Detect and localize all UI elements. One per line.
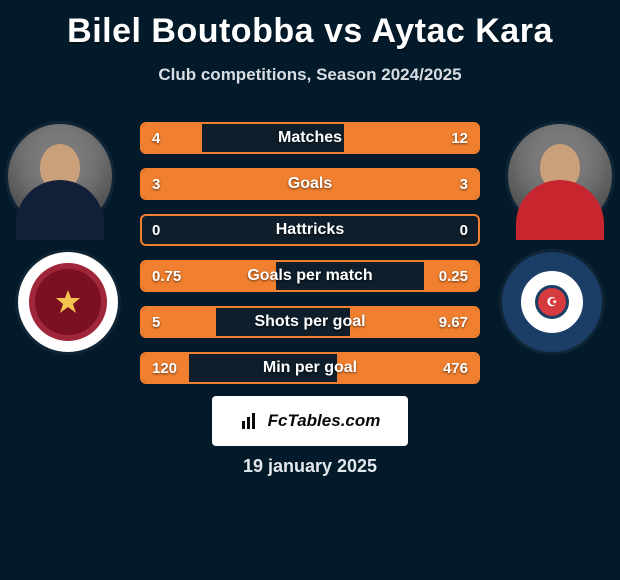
date-label: 19 january 2025: [0, 456, 620, 477]
stat-row: 5Shots per goal9.67: [140, 306, 480, 338]
page-title: Bilel Boutobba vs Aytac Kara: [0, 0, 620, 51]
stat-row: 120Min per goal476: [140, 352, 480, 384]
avatar-body: [516, 180, 604, 240]
stat-right-value: 12: [451, 130, 468, 147]
crest-inner: Kasimpasa ☪: [513, 263, 591, 341]
crest-inner: Hatayspor: [29, 263, 107, 341]
stat-right-value: 0.25: [439, 268, 468, 285]
stat-right-value: 3: [460, 176, 468, 193]
stat-label: Min per goal: [142, 359, 478, 377]
stat-row: 3Goals3: [140, 168, 480, 200]
stat-label: Matches: [142, 129, 478, 147]
stat-label: Shots per goal: [142, 313, 478, 331]
crest-icon: [53, 287, 83, 317]
club-left-crest: Hatayspor: [18, 252, 118, 352]
subtitle: Club competitions, Season 2024/2025: [0, 65, 620, 85]
crest-icon: ☪: [535, 285, 569, 319]
stat-right-value: 476: [443, 360, 468, 377]
stat-label: Goals per match: [142, 267, 478, 285]
stat-label: Hattricks: [142, 221, 478, 239]
player-right-avatar: [508, 124, 612, 228]
stat-row: 0Hattricks0: [140, 214, 480, 246]
source-text: FcTables.com: [268, 411, 381, 431]
stat-row: 0.75Goals per match0.25: [140, 260, 480, 292]
chart-icon: [240, 411, 260, 431]
club-right-crest: Kasimpasa ☪: [502, 252, 602, 352]
svg-text:☪: ☪: [547, 295, 558, 309]
player-left-avatar: [8, 124, 112, 228]
stat-label: Goals: [142, 175, 478, 193]
stats-container: 4Matches12 3Goals3 0Hattricks0 0.75Goals pe…: [140, 122, 480, 384]
stat-row: 4Matches12: [140, 122, 480, 154]
avatar-body: [16, 180, 104, 240]
stat-right-value: 9.67: [439, 314, 468, 331]
stat-right-value: 0: [460, 222, 468, 239]
source-badge: FcTables.com: [212, 396, 408, 446]
